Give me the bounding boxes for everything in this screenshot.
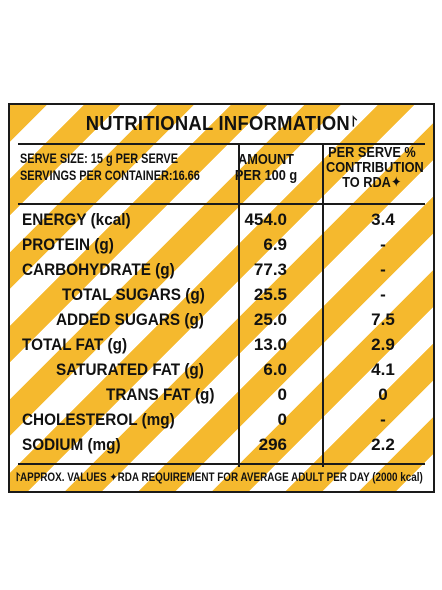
amount-header-line2: PER 100 g (234, 167, 298, 184)
nutrient-rda: 2.9 (371, 335, 395, 354)
footnote: ⨡APPROX. VALUES ✦RDA REQUIREMENT FOR AVE… (16, 472, 423, 484)
servings-per-container: SERVINGS PER CONTAINER:16.66 (20, 167, 200, 183)
nutrient-label: CARBOHYDRATE (g) (22, 260, 175, 279)
nutrient-row: SATURATED FAT (g) 6.0 4.1 (10, 358, 433, 383)
nutrient-row: ADDED SUGARS (g) 25.0 7.5 (10, 308, 433, 333)
nutrient-label: ENERGY (kcal) (22, 210, 131, 229)
panel-title: NUTRITIONAL INFORMATION ⨡ (27, 113, 416, 136)
nutrient-row: PROTEIN (g) 6.9 - (10, 233, 433, 258)
nutrient-rda: - (380, 235, 386, 254)
nutrient-row: SODIUM (mg) 296 2.2 (10, 433, 433, 458)
nutrient-amount: 0 (277, 410, 287, 429)
nutrient-amount: 6.9 (263, 235, 287, 254)
column-divider-2 (322, 145, 324, 467)
nutrient-amount: 13.0 (253, 335, 287, 354)
title-text: NUTRITIONAL INFORMATION (85, 113, 350, 135)
nutrient-rda: 7.5 (371, 310, 395, 329)
amount-header: AMOUNT PER 100 g (232, 152, 300, 184)
nutrient-rda: - (380, 260, 386, 279)
nutrient-label: TOTAL FAT (g) (22, 335, 128, 354)
header-rule (18, 203, 425, 205)
approx-mark: ⨡ (351, 113, 358, 129)
nutrient-label: SATURATED FAT (g) (56, 360, 204, 379)
nutrient-label: TRANS FAT (g) (106, 385, 215, 404)
rda-header-line3: TO RDA✦ (342, 174, 402, 191)
nutrient-row: TRANS FAT (g) 0 0 (10, 383, 433, 408)
nutrient-row: CARBOHYDRATE (g) 77.3 - (10, 258, 433, 283)
nutrient-amount: 25.5 (253, 285, 287, 304)
nutrient-rda: 3.4 (371, 210, 395, 229)
nutrient-amount: 454.0 (244, 210, 287, 229)
nutrient-amount: 296 (258, 435, 287, 454)
nutrient-amount: 25.0 (253, 310, 287, 329)
rda-header: PER SERVE % CONTRIBUTION TO RDA✦ (326, 144, 424, 191)
nutrient-amount: 77.3 (253, 260, 287, 279)
nutrient-rda: 0 (378, 385, 388, 404)
nutrient-rda: - (380, 285, 386, 304)
nutrient-label: ADDED SUGARS (g) (56, 310, 204, 329)
nutrient-amount: 0 (277, 385, 287, 404)
amount-header-line1: AMOUNT (238, 151, 294, 168)
nutrient-label: PROTEIN (g) (22, 235, 114, 254)
nutrient-label: CHOLESTEROL (mg) (22, 410, 175, 429)
nutrient-rda: 2.2 (371, 435, 395, 454)
title-rule (18, 143, 425, 145)
serve-size: SERVE SIZE: 15 g PER SERVE (20, 150, 178, 166)
nutrient-label: TOTAL SUGARS (g) (62, 285, 205, 304)
serve-info: SERVE SIZE: 15 g PER SERVE SERVINGS PER … (20, 151, 200, 182)
nutrient-rda: 4.1 (371, 360, 395, 379)
column-divider-1 (238, 145, 240, 467)
nutrient-row: TOTAL FAT (g) 13.0 2.9 (10, 333, 433, 358)
nutrient-row: TOTAL SUGARS (g) 25.5 - (10, 283, 433, 308)
rda-header-line2: CONTRIBUTION (326, 159, 424, 176)
nutrient-row: ENERGY (kcal) 454.0 3.4 (10, 208, 433, 233)
nutrient-amount: 6.0 (263, 360, 287, 379)
nutrient-label: SODIUM (mg) (22, 435, 121, 454)
nutrient-rda: - (380, 410, 386, 429)
nutrient-row: CHOLESTEROL (mg) 0 - (10, 408, 433, 433)
nutrition-panel: NUTRITIONAL INFORMATION ⨡ SERVE SIZE: 15 … (8, 103, 435, 493)
footer-rule (18, 463, 425, 465)
rda-header-line1: PER SERVE % (328, 144, 416, 161)
